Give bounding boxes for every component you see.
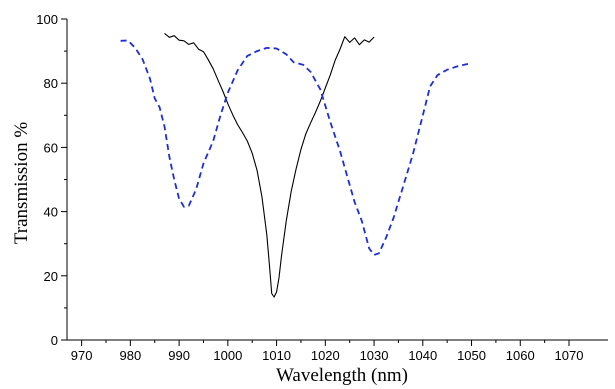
- x-tick-label: 1010: [262, 348, 291, 363]
- x-tick-label: 1030: [360, 348, 389, 363]
- x-tick-label: 1060: [506, 348, 535, 363]
- series-line-2: [120, 39, 472, 256]
- y-tick-label: 20: [44, 269, 58, 284]
- x-tick-label: 990: [168, 348, 190, 363]
- x-tick-label: 970: [71, 348, 93, 363]
- x-tick-label: 1050: [457, 348, 486, 363]
- y-tick-label: 0: [51, 333, 58, 348]
- series-line-1: [164, 32, 375, 298]
- y-tick-label: 80: [44, 76, 58, 91]
- x-tick-label: 1040: [408, 348, 437, 363]
- y-tick-label: 40: [44, 205, 58, 220]
- x-tick-label: 1020: [311, 348, 340, 363]
- axes: 970 980 990 1000 1010 1020 1030 1040 1050 1060 107…: [36, 12, 608, 363]
- y-axis-title: Transmission %: [11, 122, 32, 244]
- x-axis-title: Wavelength (nm): [276, 365, 408, 386]
- x-tick-label: 980: [120, 348, 142, 363]
- y-tick-label: 100: [36, 12, 58, 27]
- plot-area: [120, 32, 472, 298]
- x-tick-label: 1000: [213, 348, 242, 363]
- y-tick-label: 60: [44, 140, 58, 155]
- x-tick-label: 1070: [555, 348, 584, 363]
